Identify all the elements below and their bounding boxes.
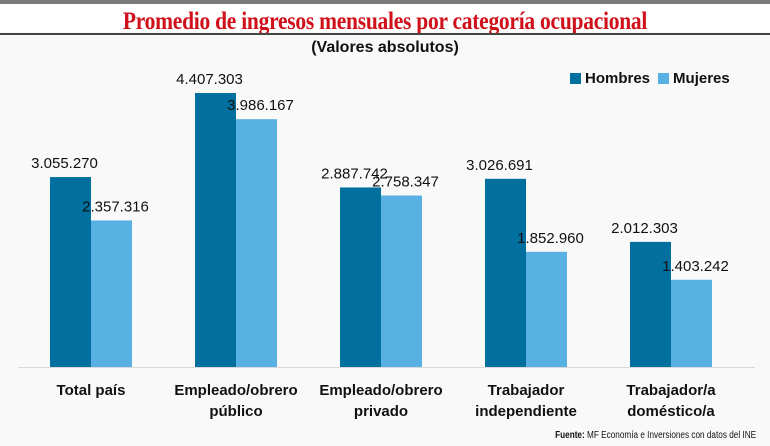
data-label-mujeres-0: 2.357.316 xyxy=(82,198,149,215)
category-label-1-1: público xyxy=(209,403,262,420)
category-label-4-1: doméstico/a xyxy=(627,403,715,420)
data-label-hombres-4: 2.012.303 xyxy=(611,220,678,237)
data-label-mujeres-2: 2.758.347 xyxy=(372,174,439,191)
data-label-hombres-3: 3.026.691 xyxy=(466,157,533,174)
source-note: Fuente: MF Economía e Inversiones con da… xyxy=(555,430,756,441)
top-bar xyxy=(0,0,770,4)
category-label-3-1: independiente xyxy=(475,403,577,420)
category-label-0-0: Total país xyxy=(57,382,126,399)
legend-swatch-hombres xyxy=(570,73,581,84)
bar-hombres-2 xyxy=(340,187,381,367)
legend-label-mujeres: Mujeres xyxy=(673,70,730,87)
data-label-mujeres-3: 1.852.960 xyxy=(517,230,584,247)
bar-hombres-0 xyxy=(50,177,91,367)
category-label-4-0: Trabajador/a xyxy=(626,382,716,399)
legend-item-hombres: Hombres xyxy=(570,70,650,87)
bar-hombres-3 xyxy=(485,178,526,367)
chart-title: Promedio de ingresos mensuales por categ… xyxy=(122,8,648,35)
title-band: Promedio de ingresos mensuales por categ… xyxy=(0,4,770,35)
category-label-2-0: Empleado/obrero xyxy=(319,382,442,399)
bar-mujeres-1 xyxy=(236,119,277,368)
source-text: MF Economía e Inversiones con datos del … xyxy=(586,430,756,441)
legend-label-hombres: Hombres xyxy=(585,70,651,87)
bar-mujeres-0 xyxy=(91,220,132,367)
data-label-hombres-1: 4.407.303 xyxy=(176,71,243,88)
data-label-mujeres-1: 3.986.167 xyxy=(227,97,294,114)
category-label-3-0: Trabajador xyxy=(488,382,565,399)
title-divider xyxy=(0,33,770,35)
legend-swatch-mujeres xyxy=(658,73,670,84)
category-label-1-0: Empleado/obrero xyxy=(174,382,297,399)
data-label-mujeres-4: 1.403.242 xyxy=(662,258,729,275)
legend-item-mujeres: Mujeres xyxy=(658,70,730,87)
data-label-hombres-0: 3.055.270 xyxy=(31,155,98,172)
legend: Hombres Mujeres xyxy=(570,70,738,87)
bar-mujeres-4 xyxy=(671,279,712,367)
category-label-2-1: privado xyxy=(354,403,408,420)
bar-mujeres-3 xyxy=(526,251,567,367)
source-label: Fuente: xyxy=(555,430,585,441)
bar-mujeres-2 xyxy=(381,195,422,367)
data-label-hombres-2: 2.887.742 xyxy=(321,165,388,182)
bar-hombres-1 xyxy=(195,93,236,367)
chart-subtitle: (Valores absolutos) xyxy=(311,39,459,56)
bar-hombres-4 xyxy=(630,241,671,367)
